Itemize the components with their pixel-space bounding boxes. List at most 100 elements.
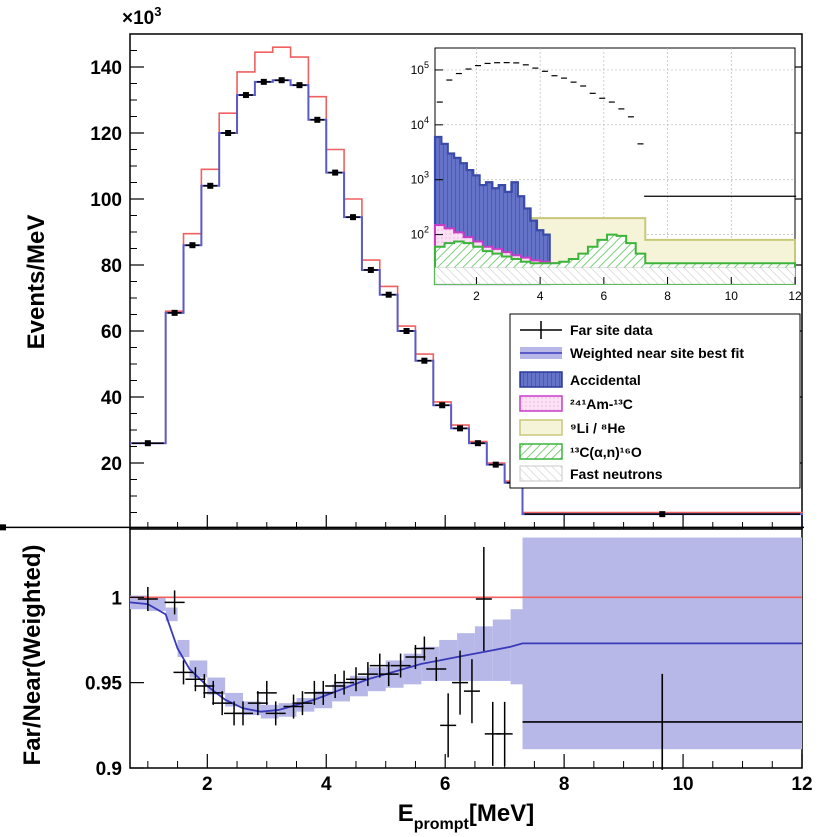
- far-data-point: [417, 357, 432, 364]
- far-data-point: [203, 182, 218, 189]
- far-data-point: [310, 116, 325, 123]
- main-y-axis-label: Events/MeV: [23, 215, 50, 350]
- ratio-band-bin: [492, 619, 511, 681]
- legend-entry-accidental: Accidental: [519, 371, 641, 388]
- far-data-point: [274, 77, 289, 84]
- main-ytick-label: 120: [90, 124, 122, 145]
- x-tick-label: 12: [791, 774, 812, 795]
- ratio-data-point: [463, 659, 480, 724]
- inset-ytick-label: 103: [411, 170, 429, 187]
- ratio-data-point: [426, 656, 447, 681]
- far-data-point: [381, 291, 396, 298]
- ratio-data-point: [265, 701, 286, 726]
- far-data-point: [399, 328, 414, 334]
- ratio-data-point: [194, 674, 215, 699]
- inset-fast-neutrons: [434, 267, 796, 285]
- main-ytick-label: 100: [90, 190, 122, 211]
- far-site-data-points: [0, 77, 804, 531]
- far-data-point: [0, 524, 804, 531]
- far-data-point: [328, 169, 343, 176]
- legend-label-accidental: Accidental: [570, 372, 641, 388]
- far-data-point: [239, 92, 253, 99]
- x-tick-label: 8: [559, 774, 570, 795]
- legend-entry-fast-neutrons: Fast neutrons: [519, 465, 663, 482]
- ratio-data-point: [357, 662, 378, 687]
- x-axis-label: Eprompt[MeV]: [398, 800, 534, 833]
- legend-label-fast-neutrons: Fast neutrons: [570, 466, 663, 482]
- ratio-data-point: [475, 546, 492, 651]
- ratio-ytick-label: 0.9: [96, 759, 122, 780]
- ratio-data-point: [283, 694, 304, 719]
- ratio-ticks: 2 4 6 8 10 12 0.9 0.95 1: [85, 515, 813, 795]
- main-ytick-label: 140: [90, 58, 122, 79]
- inset-ytick-label: 104: [411, 115, 429, 132]
- far-data-point: [453, 425, 467, 432]
- far-data-point: [488, 461, 503, 468]
- legend: Far site data Weighted near site best fi…: [509, 313, 801, 489]
- main-ytick-label: 80: [101, 256, 122, 277]
- ratio-data-point: [203, 680, 224, 705]
- legend-label-far-data: Far site data: [570, 322, 653, 338]
- ratio-data-point: [164, 590, 185, 615]
- main-yticks: 20 40 60 80 100 120 140: [90, 50, 802, 513]
- ratio-band-bin: [165, 607, 178, 622]
- ratio-band-bin: [403, 653, 422, 685]
- ratio-data-point: [173, 660, 194, 685]
- ratio-band-bin: [474, 626, 493, 681]
- ratio-data-point: [414, 636, 435, 661]
- ratio-data-point: [212, 691, 233, 716]
- inset-xtick-label: 12: [788, 289, 802, 303]
- ratio-data-point: [256, 680, 277, 705]
- ratio-band-bin: [439, 639, 458, 681]
- legend-entry-best-fit: Weighted near site best fit: [520, 345, 744, 361]
- ratio-band-bin: [510, 609, 523, 685]
- inset-xtick-label: 2: [473, 289, 480, 303]
- legend-label-am-c: ²⁴¹Am-¹³C: [570, 396, 633, 412]
- legend-label-c13: ¹³C(α,n)¹⁶O: [570, 444, 642, 460]
- ratio-data-point: [137, 586, 158, 611]
- inset-ytick-label: 102: [411, 225, 429, 242]
- ratio-data-point: [378, 662, 399, 687]
- inset-log-panel: 2 4 6 8 10 12 102 103 104 105: [411, 47, 802, 303]
- far-data-point: [435, 402, 450, 409]
- ratio-band-bin: [421, 646, 440, 681]
- far-data-point: [363, 266, 378, 273]
- far-data-point: [167, 309, 182, 316]
- ratio-panel: 2 4 6 8 10 12 0.9 0.95 1 Far/Near(Weighted) Epro…: [19, 515, 813, 833]
- ratio-data-point: [232, 701, 253, 726]
- ratio-data-point: [325, 674, 346, 699]
- inset-xtick-label: 10: [725, 289, 739, 303]
- far-data-point: [470, 440, 485, 447]
- ratio-data-point: [247, 691, 268, 716]
- ratio-data-point: [292, 691, 313, 716]
- far-data-point: [346, 214, 360, 221]
- legend-label-best-fit: Weighted near site best fit: [570, 345, 744, 361]
- ratio-data-point: [496, 701, 513, 766]
- ratio-data-points: [137, 546, 802, 770]
- inset-xtick-label: 6: [601, 289, 608, 303]
- legend-label-li-he: ⁹Li / ⁸He: [570, 420, 625, 436]
- x-tick-label: 4: [321, 774, 332, 795]
- far-data-point: [185, 242, 200, 249]
- inset-data-points: [436, 62, 797, 197]
- ratio-data-point: [522, 673, 802, 770]
- x-tick-label: 2: [202, 774, 213, 795]
- ratio-ytick-label: 1: [111, 588, 122, 609]
- ratio-data-point: [345, 667, 366, 692]
- ratio-data-point: [390, 653, 411, 678]
- ratio-data-point: [313, 680, 334, 705]
- legend-entry-far-data: Far site data: [520, 321, 653, 339]
- x-tick-label: 10: [672, 774, 693, 795]
- inset-background-fills: [433, 135, 796, 286]
- ratio-y-axis-label: Far/Near(Weighted): [19, 545, 46, 766]
- main-ytick-label: 60: [101, 322, 122, 343]
- legend-entry-am-c: ²⁴¹Am-¹³C: [519, 395, 633, 412]
- far-data-point: [221, 130, 236, 136]
- ratio-data-point: [334, 670, 355, 695]
- ratio-band-bin: [457, 633, 475, 681]
- y-multiplier: ×103: [122, 4, 161, 29]
- inset-ticks: 2 4 6 8 10 12 102 103 104 105: [411, 60, 802, 303]
- far-data-point: [132, 440, 164, 447]
- inset-ytick-label: 105: [411, 60, 429, 77]
